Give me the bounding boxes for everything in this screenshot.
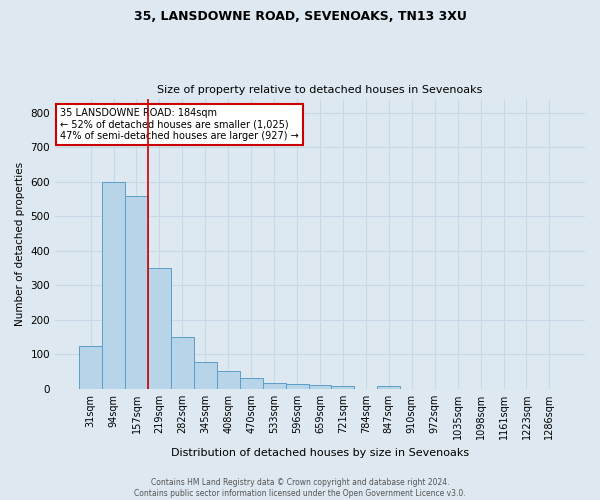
- Bar: [263, 384, 286, 389]
- Text: 35 LANSDOWNE ROAD: 184sqm
← 52% of detached houses are smaller (1,025)
47% of se: 35 LANSDOWNE ROAD: 184sqm ← 52% of detac…: [61, 108, 299, 141]
- Bar: [125, 196, 148, 389]
- Bar: [171, 337, 194, 389]
- Bar: [217, 370, 240, 389]
- Bar: [148, 268, 171, 389]
- Bar: [308, 384, 331, 389]
- Text: 35, LANSDOWNE ROAD, SEVENOAKS, TN13 3XU: 35, LANSDOWNE ROAD, SEVENOAKS, TN13 3XU: [134, 10, 466, 23]
- Bar: [102, 182, 125, 389]
- Bar: [194, 362, 217, 389]
- Bar: [240, 378, 263, 389]
- Text: Contains HM Land Registry data © Crown copyright and database right 2024.
Contai: Contains HM Land Registry data © Crown c…: [134, 478, 466, 498]
- Bar: [286, 384, 308, 389]
- Bar: [79, 346, 102, 389]
- Bar: [377, 386, 400, 389]
- Y-axis label: Number of detached properties: Number of detached properties: [15, 162, 25, 326]
- Title: Size of property relative to detached houses in Sevenoaks: Size of property relative to detached ho…: [157, 86, 483, 96]
- Bar: [331, 386, 355, 389]
- X-axis label: Distribution of detached houses by size in Sevenoaks: Distribution of detached houses by size …: [171, 448, 469, 458]
